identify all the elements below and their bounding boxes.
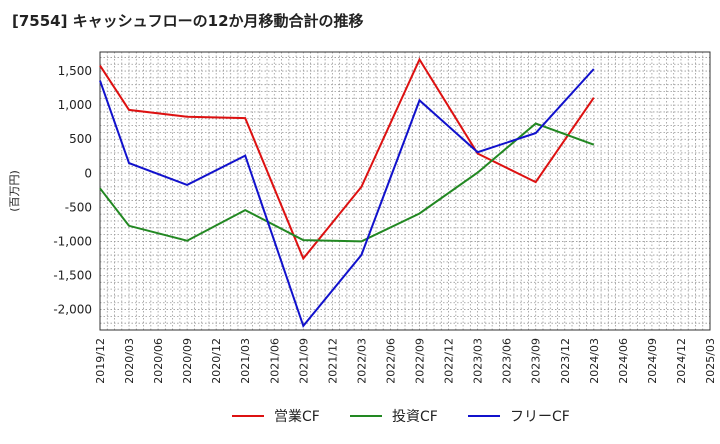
chart-title: [7554] キャッシュフローの12か月移動合計の推移 bbox=[12, 12, 364, 30]
legend-label: 投資CF bbox=[392, 409, 438, 425]
series-line bbox=[99, 68, 595, 328]
y-tick-label: -2,000 bbox=[53, 303, 92, 317]
x-tick-label: 2024/03 bbox=[588, 338, 601, 384]
series-line bbox=[99, 122, 595, 243]
x-tick-label: 2020/09 bbox=[181, 338, 194, 384]
x-tick-label: 2022/12 bbox=[443, 338, 456, 384]
y-tick-label: 500 bbox=[69, 132, 92, 146]
y-tick-label: -1,000 bbox=[53, 234, 92, 248]
series-line bbox=[99, 57, 595, 261]
y-tick-label: 1,500 bbox=[58, 64, 92, 78]
x-tick-label: 2023/12 bbox=[559, 338, 572, 384]
x-tick-label: 2021/09 bbox=[297, 338, 310, 384]
x-tick-label: 2021/03 bbox=[239, 338, 252, 384]
x-tick-label: 2023/06 bbox=[501, 338, 514, 384]
x-tick-label: 2024/09 bbox=[646, 338, 659, 384]
y-tick-label: 0 bbox=[84, 166, 92, 180]
x-tick-label: 2021/06 bbox=[268, 338, 281, 384]
legend-label: 営業CF bbox=[274, 409, 320, 425]
plot-border bbox=[99, 51, 711, 331]
x-tick-label: 2022/09 bbox=[414, 338, 427, 384]
x-tick-label: 2023/09 bbox=[530, 338, 543, 384]
y-axis-label: (百万円) bbox=[8, 170, 21, 212]
x-tick-label: 2019/12 bbox=[94, 338, 107, 384]
y-tick-label: -500 bbox=[65, 200, 92, 214]
legend-label: フリーCF bbox=[510, 409, 570, 425]
x-tick-label: 2025/03 bbox=[704, 338, 717, 384]
x-tick-label: 2024/06 bbox=[617, 338, 630, 384]
x-tick-label: 2020/12 bbox=[210, 338, 223, 384]
x-tick-label: 2023/03 bbox=[472, 338, 485, 384]
x-tick-label: 2024/12 bbox=[675, 338, 688, 384]
x-tick-label: 2021/12 bbox=[326, 338, 339, 384]
x-tick-label: 2022/06 bbox=[384, 338, 397, 384]
x-tick-label: 2020/06 bbox=[152, 338, 165, 384]
y-tick-label: 1,000 bbox=[58, 98, 92, 112]
y-tick-label: -1,500 bbox=[53, 268, 92, 282]
x-tick-label: 2020/03 bbox=[123, 338, 136, 384]
x-tick-label: 2022/03 bbox=[355, 338, 368, 384]
